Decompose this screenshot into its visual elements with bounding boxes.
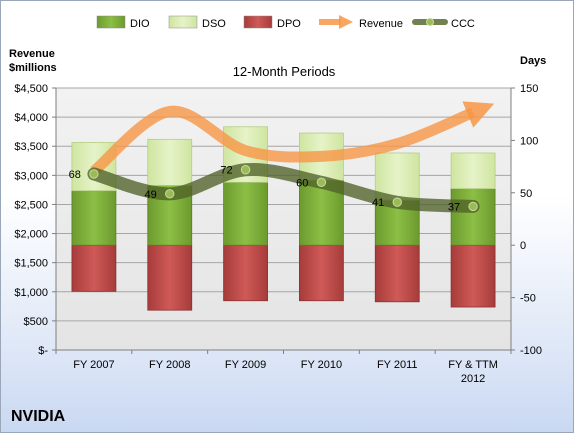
left-tick-label: $500 bbox=[24, 316, 48, 328]
lines: 68 49 72 60 41 37 bbox=[69, 101, 495, 213]
left-axis-label-line1: Revenue bbox=[9, 48, 55, 60]
x-tick-label-line: FY & TTM bbox=[448, 359, 498, 371]
bar-dpo bbox=[71, 244, 117, 292]
legend-swatch-revenue-head bbox=[339, 15, 353, 29]
right-tick-label: 100 bbox=[520, 135, 538, 147]
right-tick-label: -50 bbox=[520, 293, 536, 305]
legend-label-revenue: Revenue bbox=[359, 18, 403, 30]
bar-dpo bbox=[299, 244, 344, 302]
legend-label-ccc: CCC bbox=[451, 18, 475, 30]
bar-dso bbox=[374, 152, 420, 201]
x-tick-label-line: FY 2011 bbox=[377, 359, 418, 371]
right-tick-label: 0 bbox=[520, 240, 526, 252]
left-tick-label: $4,000 bbox=[14, 112, 48, 124]
legend-swatch-dio bbox=[96, 15, 126, 29]
bar-dpo bbox=[223, 244, 268, 302]
x-tick-label-line: 2012 bbox=[461, 373, 485, 385]
legend-label-dso: DSO bbox=[202, 18, 226, 30]
x-tick-label: FY 2010 bbox=[301, 359, 342, 371]
left-tick-label: $1,500 bbox=[14, 258, 48, 270]
bar-dpo bbox=[450, 244, 496, 308]
left-tick-label: $1,000 bbox=[14, 287, 48, 299]
revenue-line bbox=[90, 101, 495, 176]
ccc-data-label: 72 bbox=[220, 165, 232, 177]
ccc-point bbox=[468, 201, 478, 212]
x-tick-label: FY 2008 bbox=[149, 359, 190, 371]
legend-swatch-dpo bbox=[243, 15, 273, 29]
x-tick-label-line: FY 2008 bbox=[149, 359, 190, 371]
axes: $- $500 $1,000 $1,500 $2,000 $2,500 $3,000 $3,5… bbox=[14, 83, 542, 385]
right-axis-label: Days bbox=[520, 55, 546, 67]
x-tick-label: FY 2009 bbox=[225, 359, 266, 371]
ccc-point bbox=[165, 189, 175, 199]
ccc-point bbox=[392, 197, 402, 207]
x-tick-label: FY & TTM 2012 bbox=[448, 359, 498, 385]
ccc-data-label: 37 bbox=[448, 201, 460, 213]
ccc-data-label: 60 bbox=[296, 177, 308, 189]
bar-dso bbox=[450, 152, 496, 190]
left-tick-label: $3,500 bbox=[14, 141, 48, 153]
left-tick-label: $3,000 bbox=[14, 170, 48, 182]
legend-label-dio: DIO bbox=[130, 18, 150, 30]
left-tick-label: $2,500 bbox=[14, 199, 48, 211]
bar-dso bbox=[147, 138, 193, 186]
bar-dpo bbox=[147, 244, 193, 311]
left-axis-label-line2: $millions bbox=[9, 62, 57, 74]
x-tick-label: FY 2011 bbox=[377, 359, 418, 371]
right-tick-label: 150 bbox=[520, 83, 538, 95]
company-name: NVIDIA bbox=[11, 408, 66, 425]
left-tick-label: $4,500 bbox=[14, 83, 48, 95]
ccc-point bbox=[240, 165, 251, 175]
ccc-line bbox=[87, 162, 480, 213]
bar-dio bbox=[450, 188, 496, 246]
bar-dio bbox=[223, 181, 268, 246]
ccc-data-label: 49 bbox=[145, 189, 157, 201]
bar-dpo bbox=[374, 244, 420, 303]
x-tick-label-line: FY 2007 bbox=[73, 359, 114, 371]
bar-dio bbox=[71, 190, 117, 246]
ccc-data-label: 41 bbox=[372, 197, 384, 209]
chart-title: 12-Month Periods bbox=[233, 64, 336, 79]
ccc-point bbox=[89, 169, 99, 179]
right-tick-label: 50 bbox=[520, 188, 532, 200]
legend-swatch-ccc-marker bbox=[426, 18, 434, 26]
ccc-data-label: 68 bbox=[69, 169, 81, 181]
right-tick-label: -100 bbox=[520, 345, 542, 357]
x-tick-label-line: FY 2009 bbox=[225, 359, 266, 371]
legend-label-dpo: DPO bbox=[277, 18, 301, 30]
legend-swatch-dso bbox=[168, 15, 198, 29]
legend: DIO DSO DPO Revenue CCC bbox=[96, 15, 475, 30]
gridlines bbox=[56, 87, 511, 351]
left-tick-label: $2,000 bbox=[14, 229, 48, 241]
ccc-point bbox=[316, 177, 327, 188]
x-tick-label: FY 2007 bbox=[73, 359, 114, 371]
x-tick-label-line: FY 2010 bbox=[301, 359, 342, 371]
left-tick-label: $- bbox=[38, 345, 48, 357]
